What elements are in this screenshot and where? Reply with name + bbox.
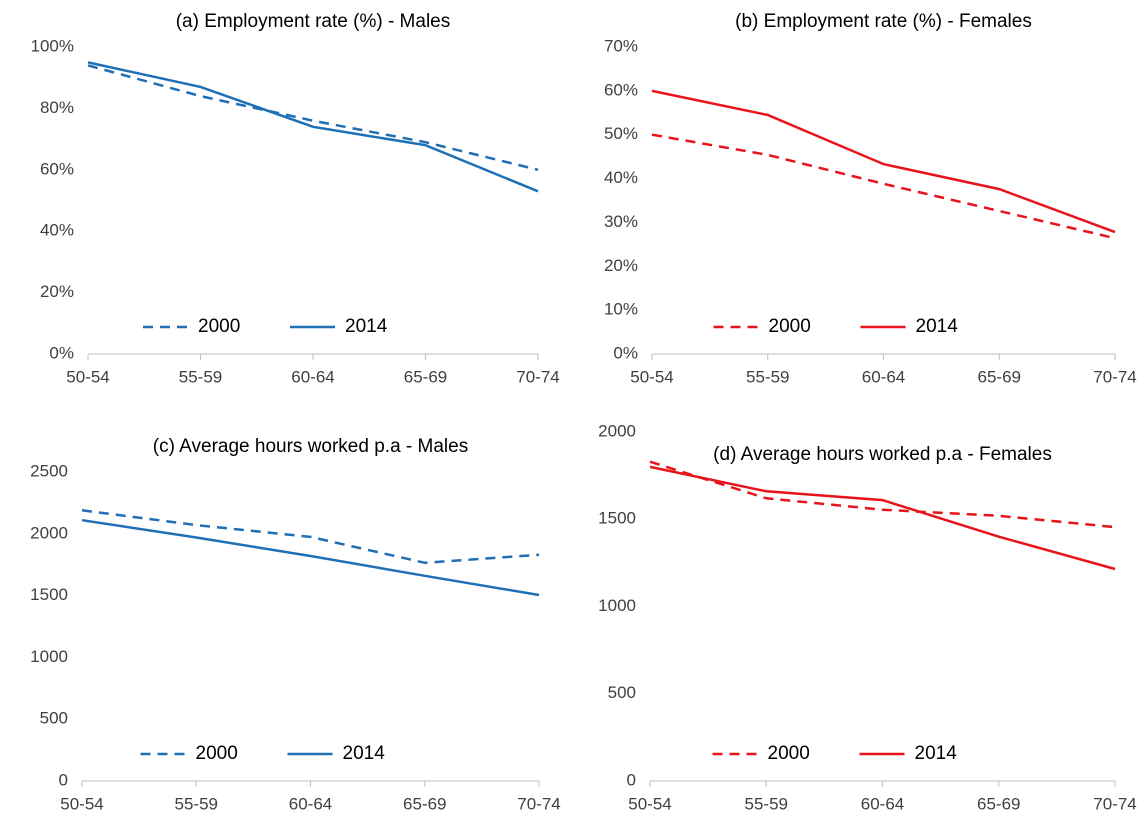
y-tick-label: 40% <box>40 221 74 240</box>
series-line <box>651 89 1116 234</box>
series-line <box>87 64 539 172</box>
y-tick-label: 70% <box>604 36 638 55</box>
panel: (c) Average hours worked p.a - Males 0 500… <box>30 436 561 813</box>
panel: (a) Employment rate (%) - Males 0% 20% 40% 6… <box>31 11 560 386</box>
y-tick-label: 0% <box>49 343 74 362</box>
chart-title: (d) Average hours worked p.a - Females <box>713 444 1052 465</box>
x-tick-label: 65-69 <box>404 367 447 386</box>
y-tick-label: 100% <box>31 36 74 55</box>
y-tick-label: 1000 <box>30 647 68 666</box>
chart-title: (c) Average hours worked p.a - Males <box>153 436 468 457</box>
y-tick-label: 2000 <box>30 523 68 542</box>
y-tick-label: 30% <box>604 212 638 231</box>
y-tick-label: 0% <box>613 343 638 362</box>
x-tick-label: 50-54 <box>628 794 671 813</box>
series-line <box>81 509 540 565</box>
y-tick-label: 20% <box>604 256 638 275</box>
y-tick-label: 1000 <box>598 596 636 615</box>
chart-title: (a) Employment rate (%) - Males <box>176 11 451 32</box>
legend-label: 2014 <box>345 316 388 337</box>
series-line <box>81 518 540 597</box>
x-tick-label: 65-69 <box>978 367 1021 386</box>
x-tick-label: 65-69 <box>977 794 1020 813</box>
x-tick-label: 50-54 <box>630 367 673 386</box>
x-tick-label: 50-54 <box>66 367 109 386</box>
y-tick-label: 20% <box>40 282 74 301</box>
x-tick-label: 55-59 <box>179 367 222 386</box>
x-tick-label: 70-74 <box>1093 367 1136 386</box>
panel: (d) Average hours worked p.a - Females 0 5… <box>598 421 1137 813</box>
series-line <box>649 460 1116 529</box>
x-tick-label: 55-59 <box>175 794 218 813</box>
series-line <box>651 133 1116 240</box>
y-tick-label: 2500 <box>30 461 68 480</box>
x-tick-label: 55-59 <box>746 367 789 386</box>
y-tick-label: 1500 <box>30 585 68 604</box>
x-tick-label: 70-74 <box>516 367 559 386</box>
legend-label: 2000 <box>198 316 240 337</box>
panel: (b) Employment rate (%) - Females 0% 10% 20… <box>604 11 1137 386</box>
y-tick-label: 0 <box>627 770 636 789</box>
x-tick-label: 70-74 <box>1093 794 1136 813</box>
x-tick-label: 55-59 <box>745 794 788 813</box>
chart-title: (b) Employment rate (%) - Females <box>735 11 1032 32</box>
series-line <box>87 61 539 193</box>
series-line <box>649 465 1116 571</box>
x-tick-label: 50-54 <box>60 794 103 813</box>
y-tick-label: 40% <box>604 168 638 187</box>
y-tick-label: 60% <box>40 159 74 178</box>
y-tick-label: 1500 <box>598 509 636 528</box>
y-tick-label: 60% <box>604 80 638 99</box>
y-tick-label: 0 <box>59 770 68 789</box>
x-tick-label: 65-69 <box>403 794 446 813</box>
legend-label: 2000 <box>768 743 810 764</box>
x-tick-label: 70-74 <box>517 794 560 813</box>
legend-label: 2014 <box>915 743 958 764</box>
y-tick-label: 10% <box>604 300 638 319</box>
legend-label: 2000 <box>769 316 811 337</box>
y-tick-label: 500 <box>608 683 636 702</box>
y-tick-label: 2000 <box>598 421 636 440</box>
legend-label: 2000 <box>196 743 238 764</box>
legend-label: 2014 <box>343 743 386 764</box>
x-tick-label: 60-64 <box>291 367 334 386</box>
y-tick-label: 50% <box>604 124 638 143</box>
y-tick-label: 80% <box>40 98 74 117</box>
x-tick-label: 60-64 <box>861 794 904 813</box>
x-tick-label: 60-64 <box>862 367 905 386</box>
y-tick-label: 500 <box>40 709 68 728</box>
x-tick-label: 60-64 <box>289 794 332 813</box>
legend-label: 2014 <box>916 316 959 337</box>
